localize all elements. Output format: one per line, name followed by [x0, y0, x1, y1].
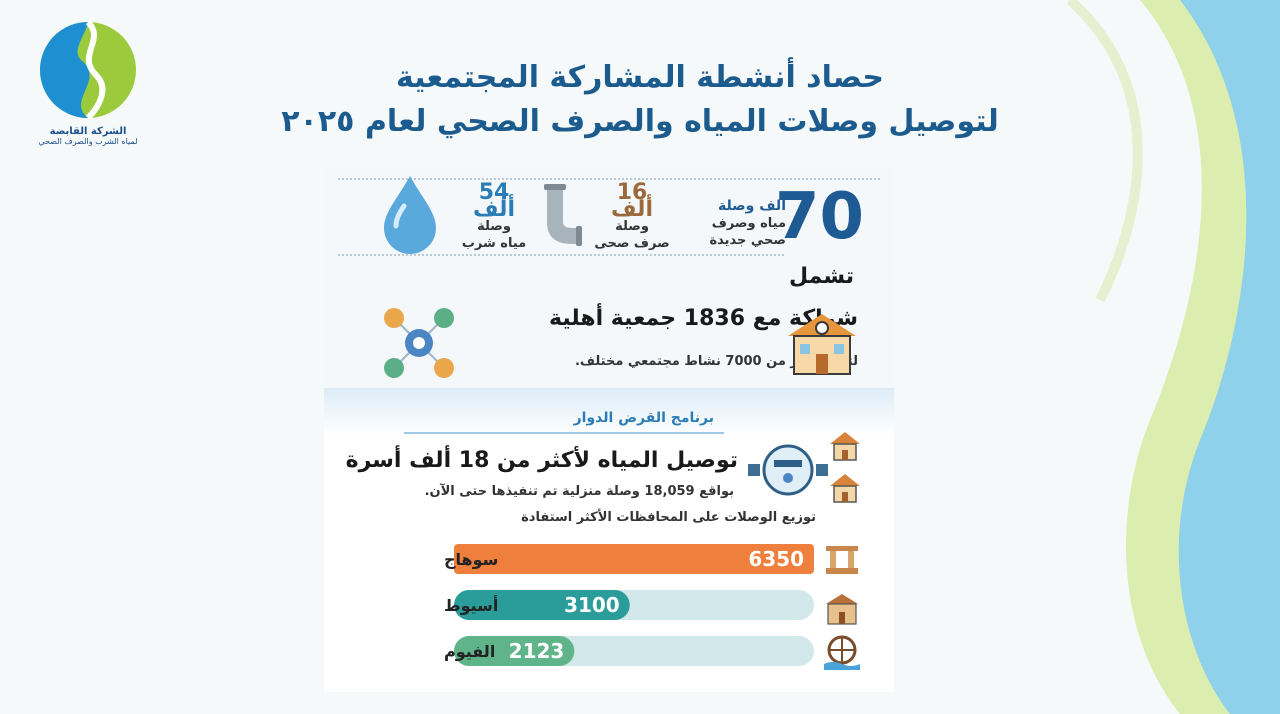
water-desc-1: وصلة	[477, 219, 511, 234]
community-network-icon	[384, 308, 454, 378]
total-connections-label: ألف وصلة مياه وصرف صحي جديدة	[709, 198, 786, 249]
loan-band	[324, 388, 894, 436]
loan-title: توصيل المياه لأكثر من 18 ألف أسرة	[345, 448, 738, 473]
assiut-building-icon	[826, 594, 858, 625]
includes-label: تشمل	[788, 264, 854, 289]
title-line-1: حصاد أنشطة المشاركة المجتمعية	[395, 60, 885, 95]
stats-section: 70 ألف وصلة مياه وصرف صحي جديدة 16 ألف و…	[324, 168, 894, 388]
sohag-landmark-icon	[826, 546, 858, 574]
house-icon	[830, 474, 860, 503]
page-title: حصاد أنشطة المشاركة المجتمعية لتوصيل وصل…	[200, 56, 1080, 144]
chart-title: توزيع الوصلات على المحافظات الأكثر استفا…	[521, 510, 816, 525]
water-meter-icon	[748, 444, 828, 496]
title-line-2: لتوصيل وصلات المياه والصرف الصحي لعام ٢٠…	[281, 104, 999, 139]
house-icon	[830, 432, 860, 461]
bar-value-label-3: 2123	[509, 639, 565, 663]
bar-3	[454, 636, 575, 666]
bar-1	[454, 544, 814, 574]
company-logo: الشركة القابضة لمياه الشرب والصرف الصحي	[36, 19, 140, 146]
loan-subtitle: بواقع 18,059 وصلة منزلية تم تنفيذها حتى …	[424, 484, 734, 499]
water-desc-2: مياه شرب	[461, 236, 527, 251]
program-line	[404, 432, 724, 434]
bar-value-label-1: 6350	[748, 547, 804, 571]
infographic-panel: 70 ألف وصلة مياه وصرف صحي جديدة 16 ألف و…	[324, 168, 894, 692]
governorate-bar-chart: 6350 سوهاج 3100 أسيوط 2123 الفيوم	[444, 544, 814, 666]
bar-value-label-2: 3100	[564, 593, 620, 617]
loan-program-label: برنامج القرض الدوار	[573, 410, 714, 426]
category-label-3: الفيوم	[444, 642, 495, 661]
category-label-1: سوهاج	[444, 550, 498, 569]
sewer-desc-2: صرف صحى	[594, 236, 670, 251]
total-desc-1: مياه وصرف	[711, 216, 786, 231]
total-desc-2: صحي جديدة	[709, 233, 786, 248]
divider	[338, 178, 880, 180]
total-unit: ألف وصلة	[717, 198, 786, 214]
divider	[338, 254, 784, 256]
pipe-icon	[544, 184, 582, 246]
logo-subtitle: لمياه الشرب والصرف الصحي	[38, 137, 138, 146]
fayoum-waterwheel-icon	[824, 635, 860, 670]
water-connections: 54 ألف وصلة مياه شرب	[454, 180, 534, 252]
water-drop-icon	[384, 176, 436, 254]
category-label-2: أسيوط	[444, 595, 498, 615]
water-value: 54 ألف	[472, 180, 515, 222]
water-drop-logo-icon	[40, 19, 136, 121]
total-connections-value: 70	[774, 180, 864, 254]
sewer-value: 16 ألف	[610, 180, 653, 222]
ngo-building-icon	[788, 314, 856, 375]
sewer-connections: 16 ألف وصلة صرف صحى	[592, 180, 672, 252]
bar-2	[454, 590, 630, 620]
sewer-desc-1: وصلة	[615, 219, 649, 234]
logo-name: الشركة القابضة	[49, 126, 127, 137]
